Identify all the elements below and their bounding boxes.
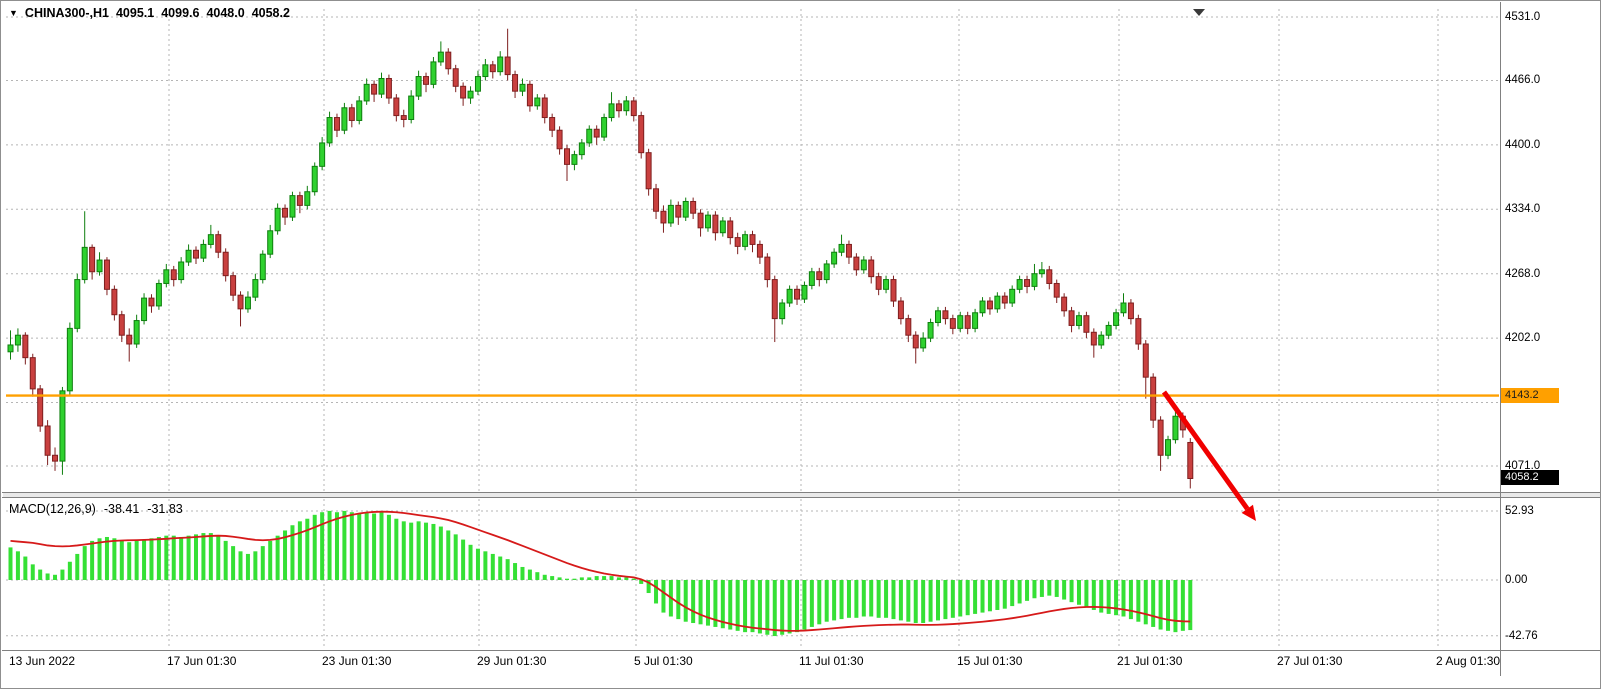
quote-low: 4048.0 [206, 6, 245, 20]
collapse-chart-icon[interactable]: ▼ [9, 8, 18, 18]
macd-histogram [8, 510, 1193, 637]
date-label: 17 Jun 01:30 [167, 654, 237, 668]
panel-borders [2, 2, 1600, 676]
date-label: 27 Jul 01:30 [1277, 654, 1343, 668]
price-tick: 4400.0 [1505, 138, 1541, 151]
date-label: 2 Aug 01:30 [1436, 654, 1501, 668]
macd-tick: -42.76 [1505, 629, 1538, 642]
macd-signal-line [10, 510, 1191, 632]
macd-info-bar: MACD(12,26,9) -38.41 -31.83 [9, 502, 183, 516]
quote-open: 4095.1 [115, 6, 155, 20]
date-label: 21 Jul 01:30 [1117, 654, 1183, 668]
date-label: 5 Jul 01:30 [634, 654, 693, 668]
price-tick: 4466.0 [1505, 74, 1541, 87]
symbol-timeframe: CHINA300-,H1 [24, 6, 109, 20]
price-tick: 4071.0 [1505, 460, 1541, 472]
date-label: 13 Jun 2022 [9, 654, 76, 668]
price-tick: 4334.0 [1505, 203, 1541, 216]
price-tick: 4531.0 [1505, 11, 1541, 23]
macd-main-value: -38.41 [103, 502, 140, 516]
quote-close: 4058.2 [251, 6, 290, 20]
last-price-badge: 4058.2 [1501, 470, 1559, 485]
trend-arrow[interactable] [1161, 390, 1256, 521]
date-label: 11 Jul 01:30 [799, 654, 864, 668]
hline-price-badge[interactable]: 4143.2 [1501, 388, 1559, 403]
candlesticks [7, 28, 1194, 489]
chart-shift-marker-icon[interactable] [1193, 9, 1205, 16]
macd-tick: 52.93 [1505, 505, 1534, 517]
price-tick: 4268.0 [1505, 267, 1541, 280]
macd-signal-value: -31.83 [147, 502, 183, 516]
quote-high: 4099.6 [161, 6, 200, 20]
gridlines [6, 9, 1499, 649]
macd-tick: 0.00 [1505, 574, 1528, 586]
date-label: 29 Jun 01:30 [477, 654, 547, 668]
date-label: 23 Jun 01:30 [322, 654, 392, 668]
quote-bar: ▼ CHINA300-,H1 4095.1 4099.6 4048.0 4058… [9, 6, 290, 20]
price-tick: 4202.0 [1505, 332, 1541, 345]
date-label: 15 Jul 01:30 [957, 654, 1023, 668]
macd-title: MACD(12,26,9) [9, 502, 96, 516]
